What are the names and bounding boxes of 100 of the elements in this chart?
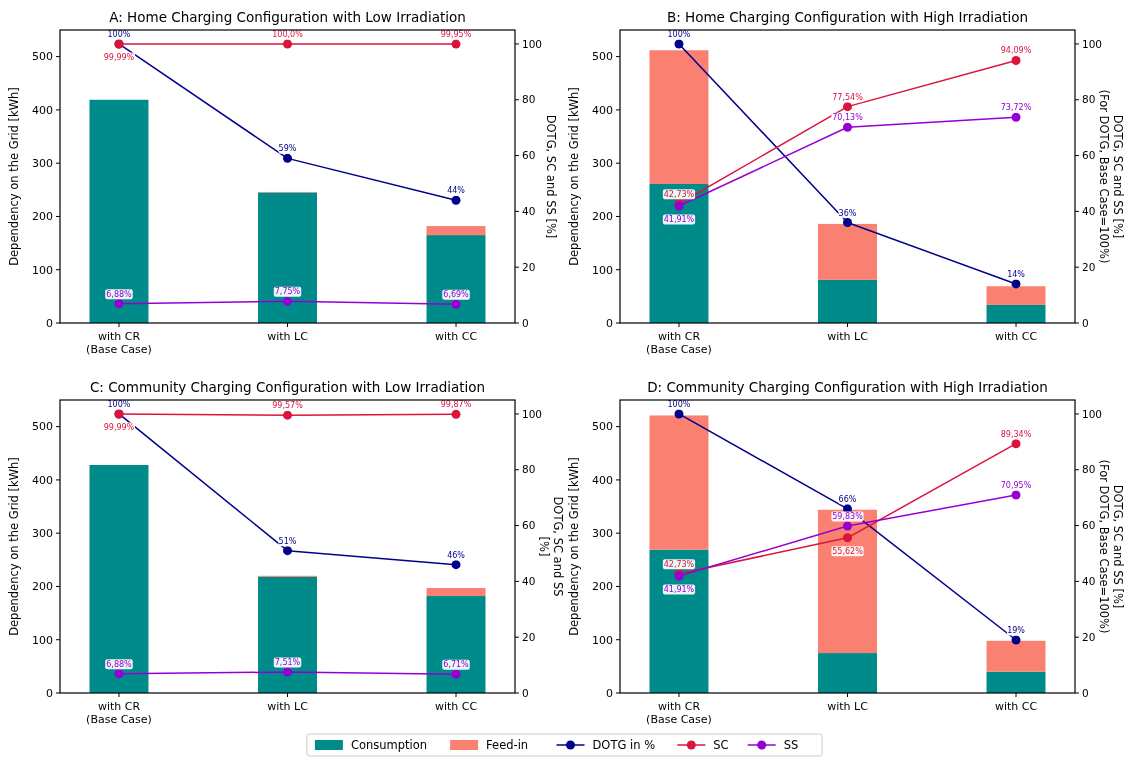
chart-title: D: Community Charging Configuration with High Irradiation: [647, 379, 1048, 395]
data-label: 41,91%: [663, 215, 695, 225]
point: [283, 667, 292, 677]
x-tick-label: with LC: [827, 700, 869, 713]
y2-axis-title: DOTG, SC and SS [%] (For DOTG, Base Case=100%): [1096, 459, 1126, 634]
point: [283, 153, 292, 163]
y2-tick-label: 100: [522, 407, 543, 420]
y-tick-label: 300: [32, 527, 53, 541]
y-tick-label: 0: [606, 316, 613, 330]
legend-label: Consumption: [350, 738, 428, 752]
y2-tick-label: 40: [1082, 575, 1096, 588]
data-label: 70,95%: [1000, 481, 1032, 491]
y-tick-label: 400: [32, 473, 53, 487]
x-tick-label: with CC: [434, 330, 478, 343]
x-tick-label: with CC: [994, 700, 1038, 713]
data-label: 99,57%: [272, 401, 304, 411]
data-label: 7,51%: [274, 658, 301, 668]
point: [843, 533, 852, 543]
y2-axis-title: DOTG, SC and SS [%] (For DOTG, Base Case=100%): [1096, 89, 1126, 264]
y-tick-label: 200: [32, 210, 53, 224]
data-label: 55,62%: [832, 546, 864, 556]
bar: [649, 415, 709, 550]
y-tick-label: 300: [592, 157, 613, 171]
y2-tick-label: 60: [1082, 519, 1096, 532]
y2-tick-label: 20: [522, 630, 536, 643]
y2-tick-label: 80: [522, 463, 536, 476]
point: [283, 546, 292, 556]
point: [843, 122, 852, 132]
y-tick-label: 500: [32, 420, 53, 434]
x-tick-label: with LC: [267, 330, 309, 343]
x-tick-label: with LC: [827, 330, 869, 343]
data-label: 89,34%: [1000, 429, 1032, 439]
y-tick-label: 200: [592, 580, 613, 594]
y2-tick-label: 60: [522, 149, 536, 162]
y2-tick-label: 100: [1082, 37, 1103, 50]
data-label: 6,69%: [443, 290, 470, 300]
y-axis-title: Dependency on the Grid [kWh]: [7, 457, 21, 636]
data-label: 99,87%: [440, 400, 472, 410]
bar: [986, 640, 1046, 672]
x-tick-label: with CR (Base Case): [86, 330, 152, 356]
data-label: 44%: [447, 186, 466, 196]
bar: [986, 286, 1046, 305]
data-label: 41,91%: [663, 585, 695, 595]
point: [283, 39, 292, 49]
bar: [89, 464, 149, 693]
y2-tick-label: 40: [1082, 205, 1096, 218]
y-tick-label: 100: [32, 263, 53, 277]
bar: [426, 235, 486, 323]
bar: [986, 304, 1046, 323]
data-label: 14%: [1007, 269, 1026, 279]
point: [674, 39, 684, 49]
point: [451, 299, 461, 309]
bar: [426, 588, 486, 597]
data-label: 99,99%: [103, 422, 135, 432]
point: [843, 102, 852, 112]
y2-tick-label: 20: [1082, 260, 1096, 273]
y2-tick-label: 40: [522, 205, 536, 218]
y-tick-label: 300: [32, 157, 53, 171]
y-tick-label: 500: [32, 50, 53, 64]
y2-tick-label: 0: [1082, 686, 1089, 699]
y-tick-label: 300: [592, 527, 613, 541]
bar: [818, 509, 877, 654]
point: [451, 195, 461, 205]
data-label: 6,88%: [106, 289, 133, 299]
y2-tick-label: 80: [522, 93, 536, 106]
point: [451, 39, 461, 49]
bar: [649, 50, 709, 184]
y2-tick-label: 80: [1082, 93, 1096, 106]
data-label: 6,88%: [106, 659, 133, 669]
point: [451, 560, 461, 570]
point: [283, 410, 292, 420]
data-label: 51%: [278, 536, 297, 546]
legend-label: DOTG in %: [592, 738, 656, 752]
x-tick-label: with CR (Base Case): [646, 330, 712, 356]
point: [843, 521, 852, 531]
x-tick-label: with CR (Base Case): [86, 700, 152, 726]
bar: [89, 99, 149, 323]
y2-tick-label: 20: [1082, 630, 1096, 643]
y-tick-label: 100: [32, 633, 53, 647]
data-label: 42,73%: [663, 559, 695, 569]
x-tick-label: with LC: [267, 700, 309, 713]
data-label: 100%: [667, 29, 691, 39]
data-label: 66%: [838, 494, 857, 504]
y2-tick-label: 0: [522, 686, 529, 699]
bar: [986, 671, 1046, 693]
data-label: 46%: [447, 550, 466, 560]
bar: [818, 653, 877, 693]
y2-tick-label: 80: [1082, 463, 1096, 476]
y-axis-title: Dependency on the Grid [kWh]: [7, 87, 21, 266]
chart-title: B: Home Charging Configuration with High Irradiation: [666, 9, 1029, 25]
legend-label: Feed-in: [486, 738, 529, 752]
data-label: 59%: [278, 144, 297, 154]
point: [114, 669, 124, 679]
bar: [258, 192, 317, 323]
y2-tick-label: 0: [522, 316, 529, 329]
point: [1011, 635, 1021, 645]
y2-tick-label: 0: [1082, 316, 1089, 329]
data-label: 36%: [838, 208, 857, 218]
y2-axis-title: DOTG, SC and SS [%]: [543, 114, 558, 239]
point: [1011, 55, 1021, 65]
